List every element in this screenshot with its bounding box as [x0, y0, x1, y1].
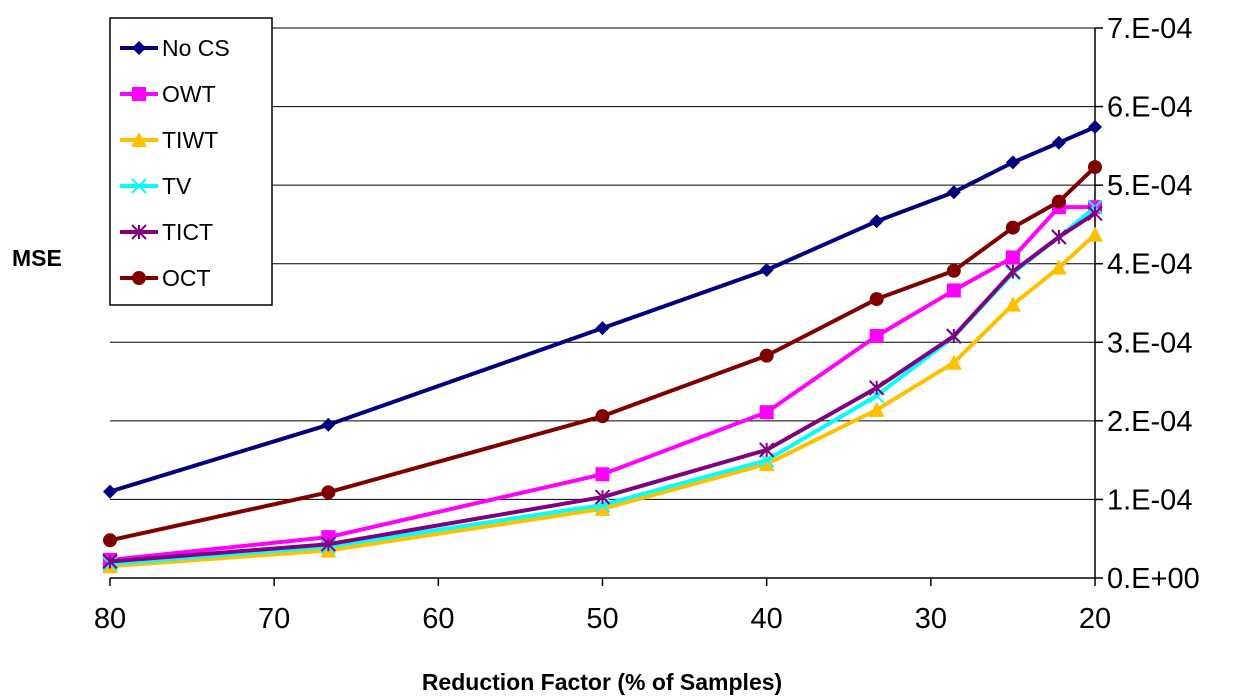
point-no-cs-1 — [321, 417, 336, 432]
x-axis-ticks: 80 70 60 50 40 30 20 — [94, 578, 1111, 635]
point-owt-2 — [595, 467, 610, 482]
point-no-cs-2 — [595, 321, 610, 336]
point-owt-5 — [946, 283, 961, 298]
point-tiwt-4 — [868, 401, 885, 417]
point-tiwt-7 — [1050, 259, 1067, 275]
point-oct-4 — [869, 292, 884, 307]
point-owt-3 — [759, 405, 774, 420]
legend-label-tiwt: TIWT — [162, 127, 218, 153]
point-no-cs-5 — [946, 185, 961, 200]
point-no-cs-3 — [759, 263, 774, 277]
point-tict-2 — [594, 489, 611, 505]
series-group — [102, 120, 1103, 574]
point-oct-7 — [1051, 194, 1066, 209]
x-tick-label-4: 40 — [751, 603, 783, 635]
point-tiwt-5 — [945, 354, 962, 370]
legend-box — [109, 17, 273, 306]
y-tick-label-4: 4.E-04 — [1107, 249, 1192, 281]
point-tict-4 — [868, 380, 885, 396]
legend-label-tv: TV — [162, 173, 192, 199]
series-tiwt — [102, 226, 1103, 574]
y-axis-title: MSE — [12, 245, 62, 271]
point-tiwt-2 — [594, 500, 611, 516]
legend-marker-tict — [131, 224, 147, 240]
point-tiwt-8 — [1087, 226, 1103, 242]
x-tick-label-2: 60 — [422, 603, 454, 635]
point-tict-0 — [102, 553, 118, 570]
point-tict-6 — [1005, 263, 1021, 280]
point-tv-2 — [594, 497, 611, 513]
point-oct-2 — [595, 409, 610, 424]
y-tick-label-1: 1.E-04 — [1107, 484, 1192, 516]
legend-marker-tv — [131, 178, 147, 194]
y-tick-label-5: 5.E-04 — [1107, 170, 1192, 202]
y-tick-label-7: 7.E-04 — [1107, 13, 1192, 45]
point-tict-8 — [1087, 205, 1103, 222]
x-tick-label-6: 20 — [1079, 603, 1111, 635]
point-oct-3 — [759, 348, 774, 363]
point-oct-6 — [1005, 220, 1020, 235]
x-tick-label-1: 70 — [258, 603, 290, 635]
series-oct — [103, 160, 1102, 548]
point-oct-5 — [946, 263, 961, 278]
legend-marker-tiwt — [131, 132, 147, 147]
gridlines — [110, 27, 1095, 500]
point-no-cs-8 — [1088, 120, 1102, 134]
point-oct-8 — [1088, 160, 1102, 175]
point-tict-5 — [946, 328, 962, 344]
point-tiwt-3 — [758, 456, 775, 472]
x-tick-label-3: 50 — [586, 603, 618, 635]
point-oct-0 — [103, 533, 117, 548]
x-tick-label-0: 80 — [94, 603, 126, 635]
legend-marker-oct — [132, 271, 146, 285]
legend-label-oct: OCT — [162, 265, 211, 291]
legend-label-tict: TICT — [162, 219, 213, 245]
point-no-cs-6 — [1005, 155, 1020, 170]
y-tick-label-6: 6.E-04 — [1107, 92, 1192, 124]
legend: No CS OWT TIWT TV TICT OCT — [109, 17, 273, 306]
series-tict — [102, 205, 1103, 570]
y-axis-ticks: 0.E+00 1.E-04 2.E-04 3.E-04 4.E-04 5.E-04 6.E-… — [1095, 13, 1200, 595]
y-tick-label-2: 2.E-04 — [1107, 406, 1192, 438]
point-tict-1 — [320, 536, 337, 552]
x-axis-title: Reduction Factor (% of Samples) — [422, 669, 782, 695]
point-tict-3 — [758, 442, 775, 458]
point-tict-7 — [1051, 229, 1067, 245]
y-tick-label-0: 0.E+00 — [1107, 563, 1200, 595]
legend-marker-no-cs — [132, 41, 146, 55]
point-no-cs-7 — [1051, 135, 1066, 150]
legend-label-owt: OWT — [162, 81, 216, 107]
point-tiwt-6 — [1004, 296, 1021, 312]
point-oct-1 — [321, 485, 336, 500]
series-no-cs — [103, 120, 1102, 499]
y-tick-label-3: 3.E-04 — [1107, 327, 1192, 359]
point-owt-4 — [869, 329, 884, 343]
point-owt-6 — [1005, 250, 1020, 265]
x-tick-label-5: 30 — [915, 603, 947, 635]
point-no-cs-4 — [869, 214, 884, 229]
legend-label-no-cs: No CS — [162, 35, 230, 61]
point-no-cs-0 — [103, 484, 117, 499]
legend-marker-owt — [132, 87, 146, 101]
